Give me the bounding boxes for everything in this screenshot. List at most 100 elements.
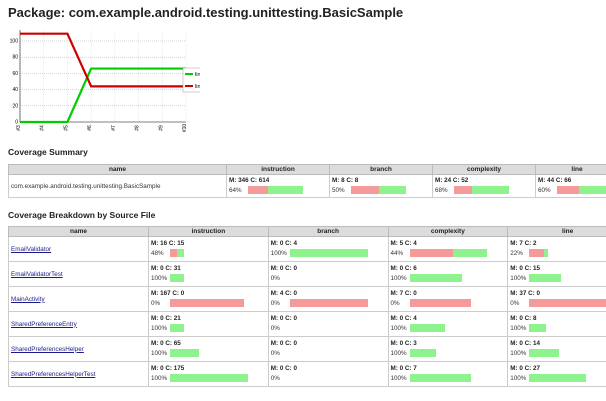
missed-bar-segment	[409, 299, 471, 307]
summary-header-line[interactable]: line	[535, 164, 606, 175]
coverage-percent: 0%	[270, 374, 280, 382]
covered-bar-segment	[170, 349, 200, 357]
metric-cell: M: 0 C: 21 100%	[148, 311, 269, 337]
summary-header-branch[interactable]: branch	[329, 164, 433, 175]
missed-covered-count: M: 0 C: 65	[151, 340, 181, 347]
covered-bar-segment	[529, 349, 560, 357]
missed-covered-count: M: 0 C: 0	[270, 365, 298, 372]
series-line-lineCovered	[20, 67, 186, 124]
coverage-percent: 0%	[270, 299, 280, 307]
series-line-lineMissed	[20, 32, 186, 88]
source-file-link[interactable]: MainActivity	[7, 286, 150, 312]
y-tick-label: 0	[15, 120, 18, 126]
page-title: Package: com.example.android.testing.uni…	[8, 5, 404, 20]
covered-bar-segment	[409, 274, 462, 282]
covered-bar-segment	[267, 186, 303, 194]
breakdown-header-complexity[interactable]: complexity	[387, 226, 509, 237]
metric-cell: M: 37 C: 0 0%	[507, 286, 606, 312]
coverage-percent: 0%	[270, 274, 280, 282]
covered-bar-segment	[289, 249, 368, 257]
metric-cell: M: 0 C: 4 100%	[267, 236, 389, 262]
metric-cell: M: 0 C: 175 100%	[148, 361, 269, 387]
coverage-trend-chart: 100 80 60 40 20 0#3 #4 #5 #6 #7 #8 #9 #10 lineCovered…	[10, 30, 200, 132]
missed-covered-count: M: 0 C: 6	[390, 265, 417, 272]
missed-covered-count: M: 0 C: 0	[270, 265, 298, 272]
coverage-bar	[351, 186, 406, 194]
coverage-bar	[170, 324, 185, 332]
coverage-percent: 100%	[510, 374, 527, 382]
coverage-percent: 100%	[270, 249, 287, 257]
coverage-percent: 100%	[151, 374, 168, 382]
x-tick-label: #7	[111, 125, 117, 131]
metric-cell: M: 8 C: 8 50%	[329, 174, 433, 198]
breakdown-header-line[interactable]: line	[507, 226, 606, 237]
missed-bar-segment	[529, 249, 545, 257]
coverage-bar	[170, 299, 245, 307]
missed-covered-count: M: 0 C: 0	[270, 315, 298, 322]
breakdown-header-instruction[interactable]: instruction	[148, 226, 269, 237]
coverage-percent: 48%	[151, 249, 164, 257]
covered-bar-segment	[170, 324, 185, 332]
coverage-bar	[529, 374, 587, 382]
source-file-link[interactable]: EmailValidator	[7, 236, 150, 262]
coverage-percent: 100%	[151, 349, 168, 357]
breakdown-header-branch[interactable]: branch	[267, 226, 389, 237]
metric-cell: M: 7 C: 0 0%	[387, 286, 509, 312]
table-row: SharedPreferenceEntry M: 0 C: 21 100% M: 0 …	[7, 311, 606, 337]
missed-covered-count: M: 24 C: 52	[435, 177, 469, 184]
coverage-percent: 22%	[510, 249, 523, 257]
source-file-link[interactable]: SharedPreferenceEntry	[7, 311, 150, 337]
summary-header-name[interactable]: name	[8, 164, 227, 175]
legend-label: lineCovered	[195, 72, 200, 78]
y-tick-label: 60	[12, 71, 18, 77]
covered-bar-segment	[579, 186, 606, 194]
coverage-percent: 0%	[270, 324, 280, 332]
coverage-bar	[409, 324, 445, 332]
metric-cell: M: 0 C: 4 100%	[387, 311, 509, 337]
metric-cell: M: 44 C: 66 60%	[535, 174, 606, 198]
source-file-link[interactable]: SharedPreferencesHelperTest	[7, 361, 150, 387]
y-tick-label: 40	[12, 87, 18, 93]
missed-bar-segment	[454, 186, 472, 194]
coverage-percent: 100%	[390, 349, 407, 357]
missed-bar-segment	[170, 249, 178, 257]
source-file-link[interactable]: SharedPreferencesHelper	[7, 336, 150, 362]
covered-bar-segment	[378, 186, 406, 194]
breakdown-header-name[interactable]: name	[7, 226, 150, 237]
metric-cell: M: 0 C: 65 100%	[148, 336, 269, 362]
missed-covered-count: M: 0 C: 27	[510, 365, 540, 372]
missed-covered-count: M: 16 C: 15	[151, 240, 185, 247]
missed-covered-count: M: 0 C: 3	[390, 340, 417, 347]
coverage-bar	[289, 249, 368, 257]
missed-covered-count: M: 0 C: 8	[510, 315, 537, 322]
x-tick-label: #5	[63, 125, 69, 131]
source-file-link[interactable]: EmailValidatorTest	[7, 261, 150, 287]
summary-header-instruction[interactable]: instruction	[226, 164, 330, 175]
missed-bar-segment	[289, 299, 368, 307]
coverage-bar	[170, 349, 200, 357]
table-row: MainActivity M: 167 C: 0 0% M: 4 C: 0 0% M: 7…	[7, 286, 606, 312]
missed-bar-segment	[557, 186, 579, 194]
coverage-bar	[409, 249, 488, 257]
coverage-percent: 0%	[270, 349, 280, 357]
missed-covered-count: M: 0 C: 14	[510, 340, 540, 347]
missed-covered-count: M: 0 C: 7	[390, 365, 417, 372]
missed-bar-segment	[351, 186, 379, 194]
missed-covered-count: M: 37 C: 0	[510, 290, 540, 297]
metric-cell: M: 0 C: 0 0%	[267, 336, 389, 362]
covered-bar-segment	[170, 374, 249, 382]
coverage-percent: 100%	[151, 274, 168, 282]
coverage-percent: 100%	[510, 324, 527, 332]
covered-bar-segment	[529, 274, 562, 282]
covered-bar-segment	[409, 324, 445, 332]
coverage-percent: 0%	[390, 299, 400, 307]
coverage-percent: 100%	[151, 324, 168, 332]
package-name: com.example.android.testing.unittesting.…	[8, 174, 227, 198]
y-tick-label: 80	[12, 55, 18, 61]
coverage-bar	[454, 186, 509, 194]
missed-covered-count: M: 0 C: 31	[151, 265, 181, 272]
summary-header-complexity[interactable]: complexity	[432, 164, 536, 175]
metric-cell: M: 7 C: 2 22%	[507, 236, 606, 262]
missed-covered-count: M: 7 C: 0	[390, 290, 417, 297]
missed-covered-count: M: 0 C: 15	[510, 265, 540, 272]
